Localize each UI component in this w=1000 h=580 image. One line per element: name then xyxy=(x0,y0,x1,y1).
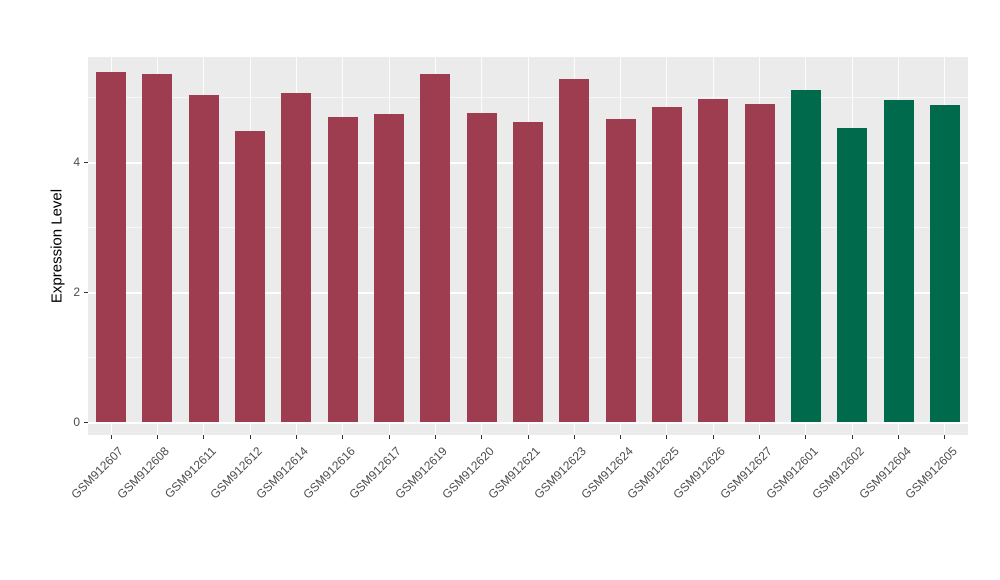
bar-GSM912607 xyxy=(96,72,127,422)
x-tick-mark xyxy=(527,435,529,439)
x-tick-label: GSM912616 xyxy=(300,444,358,502)
bar-GSM912614 xyxy=(281,93,312,422)
x-tick-mark xyxy=(898,435,900,439)
x-tick-mark xyxy=(851,435,853,439)
bar-GSM912627 xyxy=(744,104,775,422)
x-tick-mark xyxy=(666,435,668,439)
bar-GSM912619 xyxy=(420,73,451,422)
x-tick-label: GSM912605 xyxy=(902,444,960,502)
x-tick-mark xyxy=(156,435,158,439)
bar-GSM912605 xyxy=(929,105,960,422)
y-tick-label: 4 xyxy=(73,155,80,169)
x-tick-label: GSM912611 xyxy=(161,444,219,501)
bar-GSM912612 xyxy=(235,130,266,422)
x-tick-mark xyxy=(342,435,344,439)
x-tick-label: GSM912624 xyxy=(577,444,636,502)
bar-GSM912601 xyxy=(790,89,821,422)
x-tick-label: GSM912612 xyxy=(207,444,265,502)
x-tick-label: GSM912601 xyxy=(763,444,821,502)
bar-GSM912602 xyxy=(837,128,868,422)
x-tick-label: GSM912625 xyxy=(624,444,682,502)
x-tick-mark xyxy=(295,435,297,439)
bar-GSM912624 xyxy=(605,119,636,422)
bar-GSM912626 xyxy=(698,98,729,422)
x-tick-mark xyxy=(712,435,714,439)
bar-GSM912604 xyxy=(883,100,914,422)
x-tick-label: GSM912623 xyxy=(531,444,590,502)
x-tick-mark xyxy=(620,435,622,439)
x-tick-label: GSM912608 xyxy=(114,444,173,502)
x-tick-label: GSM912602 xyxy=(809,444,868,502)
x-tick-mark xyxy=(573,435,575,439)
x-tick-label: GSM912621 xyxy=(485,444,543,502)
x-tick-mark xyxy=(481,435,483,439)
x-tick-mark xyxy=(203,435,205,439)
bar-GSM912623 xyxy=(559,79,590,422)
bar-GSM912625 xyxy=(651,106,682,422)
bar-GSM912617 xyxy=(374,113,405,422)
x-tick-label: GSM912607 xyxy=(68,444,127,502)
plot-panel xyxy=(88,57,968,435)
bar-GSM912621 xyxy=(513,121,543,422)
x-tick-label: GSM912620 xyxy=(439,444,497,502)
x-tick-mark xyxy=(110,435,112,439)
bar-GSM912608 xyxy=(142,74,173,422)
x-tick-mark xyxy=(434,435,436,439)
x-tick-label: GSM912614 xyxy=(253,444,312,502)
x-tick-mark xyxy=(759,435,761,439)
x-tick-label: GSM912626 xyxy=(670,444,729,502)
x-tick-mark xyxy=(388,435,390,439)
y-tick-label: 0 xyxy=(73,415,80,429)
x-tick-label: GSM912617 xyxy=(346,444,404,502)
x-tick-mark xyxy=(805,435,807,439)
x-tick-label: GSM912604 xyxy=(855,444,914,502)
y-axis-title: Expression Level xyxy=(48,188,66,304)
bar-GSM912616 xyxy=(327,116,358,422)
bar-GSM912611 xyxy=(188,95,219,422)
x-tick-mark xyxy=(944,435,946,439)
bar-GSM912620 xyxy=(466,112,497,422)
x-tick-label: GSM912619 xyxy=(392,444,451,502)
x-tick-mark xyxy=(249,435,251,439)
x-tick-label: GSM912627 xyxy=(716,444,775,502)
